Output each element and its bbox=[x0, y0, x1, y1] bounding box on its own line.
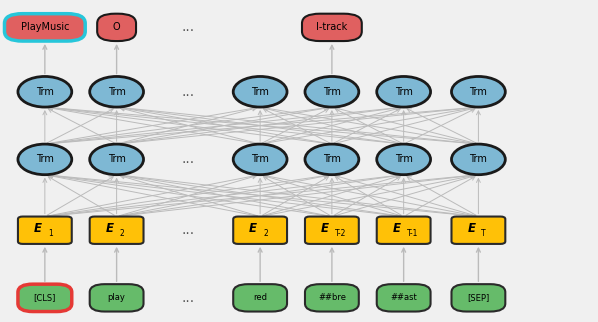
Text: Trm: Trm bbox=[469, 87, 487, 97]
Text: [SEP]: [SEP] bbox=[467, 293, 490, 302]
FancyBboxPatch shape bbox=[18, 217, 72, 244]
FancyBboxPatch shape bbox=[4, 14, 86, 41]
Text: red: red bbox=[253, 293, 267, 302]
Text: ...: ... bbox=[182, 152, 195, 166]
Text: Trm: Trm bbox=[469, 154, 487, 165]
Text: ##bre: ##bre bbox=[318, 293, 346, 302]
Text: Trm: Trm bbox=[108, 154, 126, 165]
Ellipse shape bbox=[451, 144, 505, 175]
Text: ##ast: ##ast bbox=[390, 293, 417, 302]
Text: T-2: T-2 bbox=[335, 229, 346, 238]
Text: O: O bbox=[113, 22, 120, 33]
FancyBboxPatch shape bbox=[305, 284, 359, 312]
Ellipse shape bbox=[18, 77, 72, 107]
Text: Trm: Trm bbox=[108, 87, 126, 97]
FancyBboxPatch shape bbox=[302, 14, 362, 41]
Ellipse shape bbox=[233, 77, 287, 107]
FancyBboxPatch shape bbox=[377, 284, 431, 312]
Text: T: T bbox=[481, 229, 486, 238]
Text: ...: ... bbox=[182, 20, 195, 34]
FancyBboxPatch shape bbox=[305, 217, 359, 244]
Text: E: E bbox=[468, 222, 475, 235]
Text: Trm: Trm bbox=[251, 87, 269, 97]
Text: Trm: Trm bbox=[36, 87, 54, 97]
FancyBboxPatch shape bbox=[233, 284, 287, 312]
Text: I-track: I-track bbox=[316, 22, 347, 33]
FancyBboxPatch shape bbox=[97, 14, 136, 41]
FancyBboxPatch shape bbox=[451, 217, 505, 244]
Ellipse shape bbox=[305, 144, 359, 175]
Text: E: E bbox=[321, 222, 329, 235]
Ellipse shape bbox=[377, 77, 431, 107]
Ellipse shape bbox=[233, 144, 287, 175]
Text: Trm: Trm bbox=[323, 87, 341, 97]
Ellipse shape bbox=[90, 144, 144, 175]
Ellipse shape bbox=[305, 77, 359, 107]
Text: Trm: Trm bbox=[36, 154, 54, 165]
Ellipse shape bbox=[451, 77, 505, 107]
Text: T-1: T-1 bbox=[407, 229, 418, 238]
Text: ...: ... bbox=[182, 223, 195, 237]
Text: PlayMusic: PlayMusic bbox=[20, 22, 69, 33]
FancyBboxPatch shape bbox=[377, 217, 431, 244]
Text: Trm: Trm bbox=[323, 154, 341, 165]
Text: [CLS]: [CLS] bbox=[33, 293, 56, 302]
Text: ...: ... bbox=[182, 85, 195, 99]
Text: Trm: Trm bbox=[251, 154, 269, 165]
Text: 2: 2 bbox=[120, 229, 124, 238]
FancyBboxPatch shape bbox=[233, 217, 287, 244]
Text: play: play bbox=[108, 293, 126, 302]
Text: E: E bbox=[249, 222, 257, 235]
Text: Trm: Trm bbox=[395, 87, 413, 97]
FancyBboxPatch shape bbox=[18, 284, 72, 312]
Ellipse shape bbox=[377, 144, 431, 175]
Text: E: E bbox=[106, 222, 114, 235]
Text: 2: 2 bbox=[263, 229, 268, 238]
FancyBboxPatch shape bbox=[451, 284, 505, 312]
Ellipse shape bbox=[90, 77, 144, 107]
FancyBboxPatch shape bbox=[90, 217, 144, 244]
Text: E: E bbox=[34, 222, 42, 235]
Text: E: E bbox=[393, 222, 401, 235]
Ellipse shape bbox=[18, 144, 72, 175]
FancyBboxPatch shape bbox=[90, 284, 144, 312]
Text: ...: ... bbox=[182, 291, 195, 305]
Text: 1: 1 bbox=[48, 229, 53, 238]
Text: Trm: Trm bbox=[395, 154, 413, 165]
